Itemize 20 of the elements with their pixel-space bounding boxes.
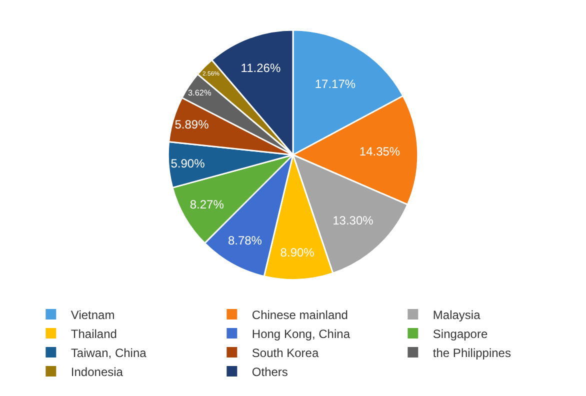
data-label: 14.35%: [359, 144, 400, 158]
legend-label: Hong Kong, China: [252, 326, 350, 341]
legend-label: Singapore: [432, 326, 488, 341]
data-label: 8.90%: [280, 246, 315, 260]
data-label: 8.78%: [228, 234, 262, 248]
data-label: 5.89%: [174, 118, 210, 132]
legend-label: Taiwan, China: [70, 346, 147, 360]
legend-label: the Philippines: [432, 346, 511, 360]
legend-label: Chinese mainland: [252, 308, 348, 322]
legend-label: Others: [252, 364, 288, 379]
data-label: 8.27%: [190, 198, 224, 212]
legend-label: Vietnam: [70, 308, 115, 322]
legend-label: Indonesia: [70, 364, 124, 379]
legend-label: Malaysia: [432, 308, 481, 322]
data-label: 17.17%: [314, 77, 356, 92]
data-label: 11.26%: [240, 60, 281, 75]
data-label: 13.30%: [332, 213, 374, 228]
legend-label: South Korea: [252, 346, 319, 360]
legend-label: Thailand: [70, 326, 117, 341]
data-label: 5.90%: [170, 156, 206, 170]
